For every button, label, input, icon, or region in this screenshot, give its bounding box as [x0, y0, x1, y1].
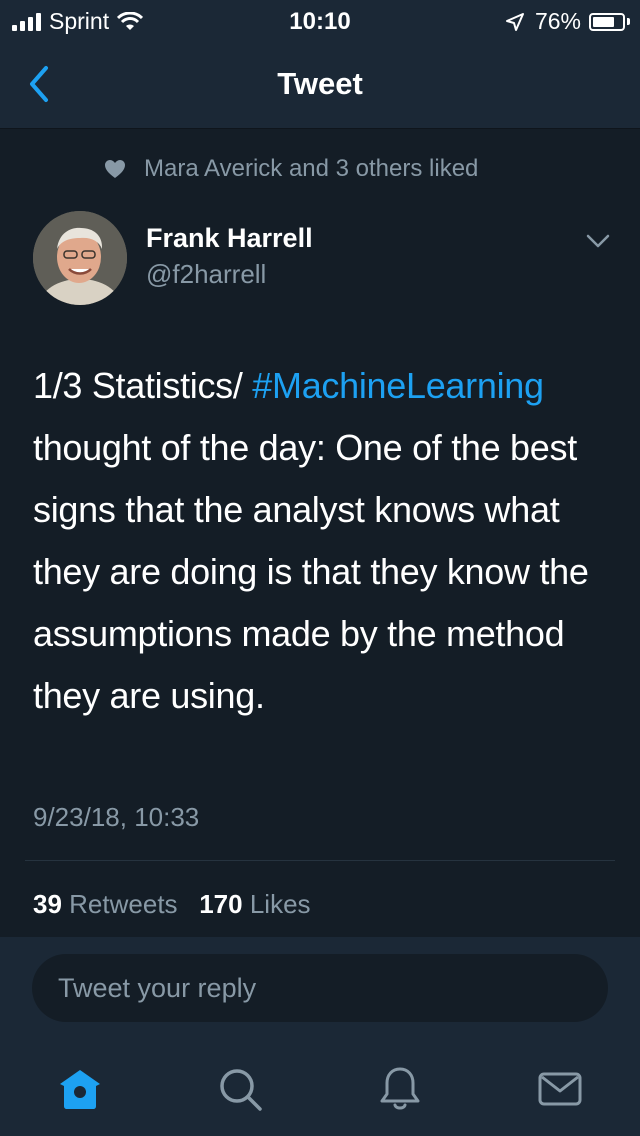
author-handle[interactable]: @f2harrell [146, 259, 267, 289]
chevron-down-icon[interactable] [584, 231, 612, 251]
reply-bar [0, 937, 640, 1042]
chevron-left-icon[interactable] [20, 62, 60, 106]
page-title: Tweet [277, 66, 363, 101]
author-name[interactable]: Frank Harrell [146, 223, 313, 253]
social-context-text: Mara Averick and 3 others liked [144, 155, 479, 182]
heart-icon [105, 160, 125, 178]
battery-fill [593, 16, 614, 27]
battery-percent: 76% [534, 8, 581, 34]
avatar-photo-icon [33, 211, 127, 305]
retweet-label: Retweets [69, 889, 178, 919]
likes-stat[interactable]: 170 Likes [199, 889, 310, 919]
retweets-stat[interactable]: 39 Retweets [33, 889, 178, 919]
carrier-label: Sprint [49, 8, 110, 34]
wifi-icon [117, 11, 144, 30]
tweet-text-start: 1/3 Statistics/ [33, 365, 253, 406]
tab-bar [0, 1042, 640, 1136]
like-count: 170 [199, 889, 243, 919]
home-icon[interactable] [55, 1064, 105, 1114]
like-label: Likes [249, 889, 311, 919]
status-time: 10:10 [289, 8, 351, 35]
status-bar: Sprint 10:10 76% [0, 0, 640, 40]
divider [25, 860, 615, 861]
nav-bar: Tweet [0, 40, 640, 129]
search-icon[interactable] [215, 1064, 265, 1114]
reply-input[interactable] [32, 954, 608, 1022]
hashtag-link[interactable]: #MachineLearning [252, 365, 544, 406]
retweet-count: 39 [33, 889, 62, 919]
social-context[interactable]: Mara Averick and 3 others liked [104, 155, 478, 183]
mail-icon[interactable] [535, 1064, 585, 1114]
signal-icon [12, 12, 41, 31]
tweet-text: 1/3 Statistics/ #MachineLearning thought… [33, 355, 613, 727]
tweet-detail: Mara Averick and 3 others liked Frank Ha… [0, 129, 640, 937]
timestamp: 9/23/18, 10:33 [33, 802, 200, 832]
avatar[interactable] [33, 211, 127, 305]
location-arrow-icon [505, 12, 524, 31]
battery-tip [627, 18, 630, 25]
status-left: Sprint [12, 8, 144, 35]
tweet-text-end: thought of the day: One of the best sign… [33, 427, 589, 716]
bell-icon[interactable] [375, 1064, 425, 1114]
status-right: 76% [505, 8, 630, 35]
battery-icon [589, 12, 625, 31]
engagement-stats: 39 Retweets 170 Likes [33, 889, 311, 920]
